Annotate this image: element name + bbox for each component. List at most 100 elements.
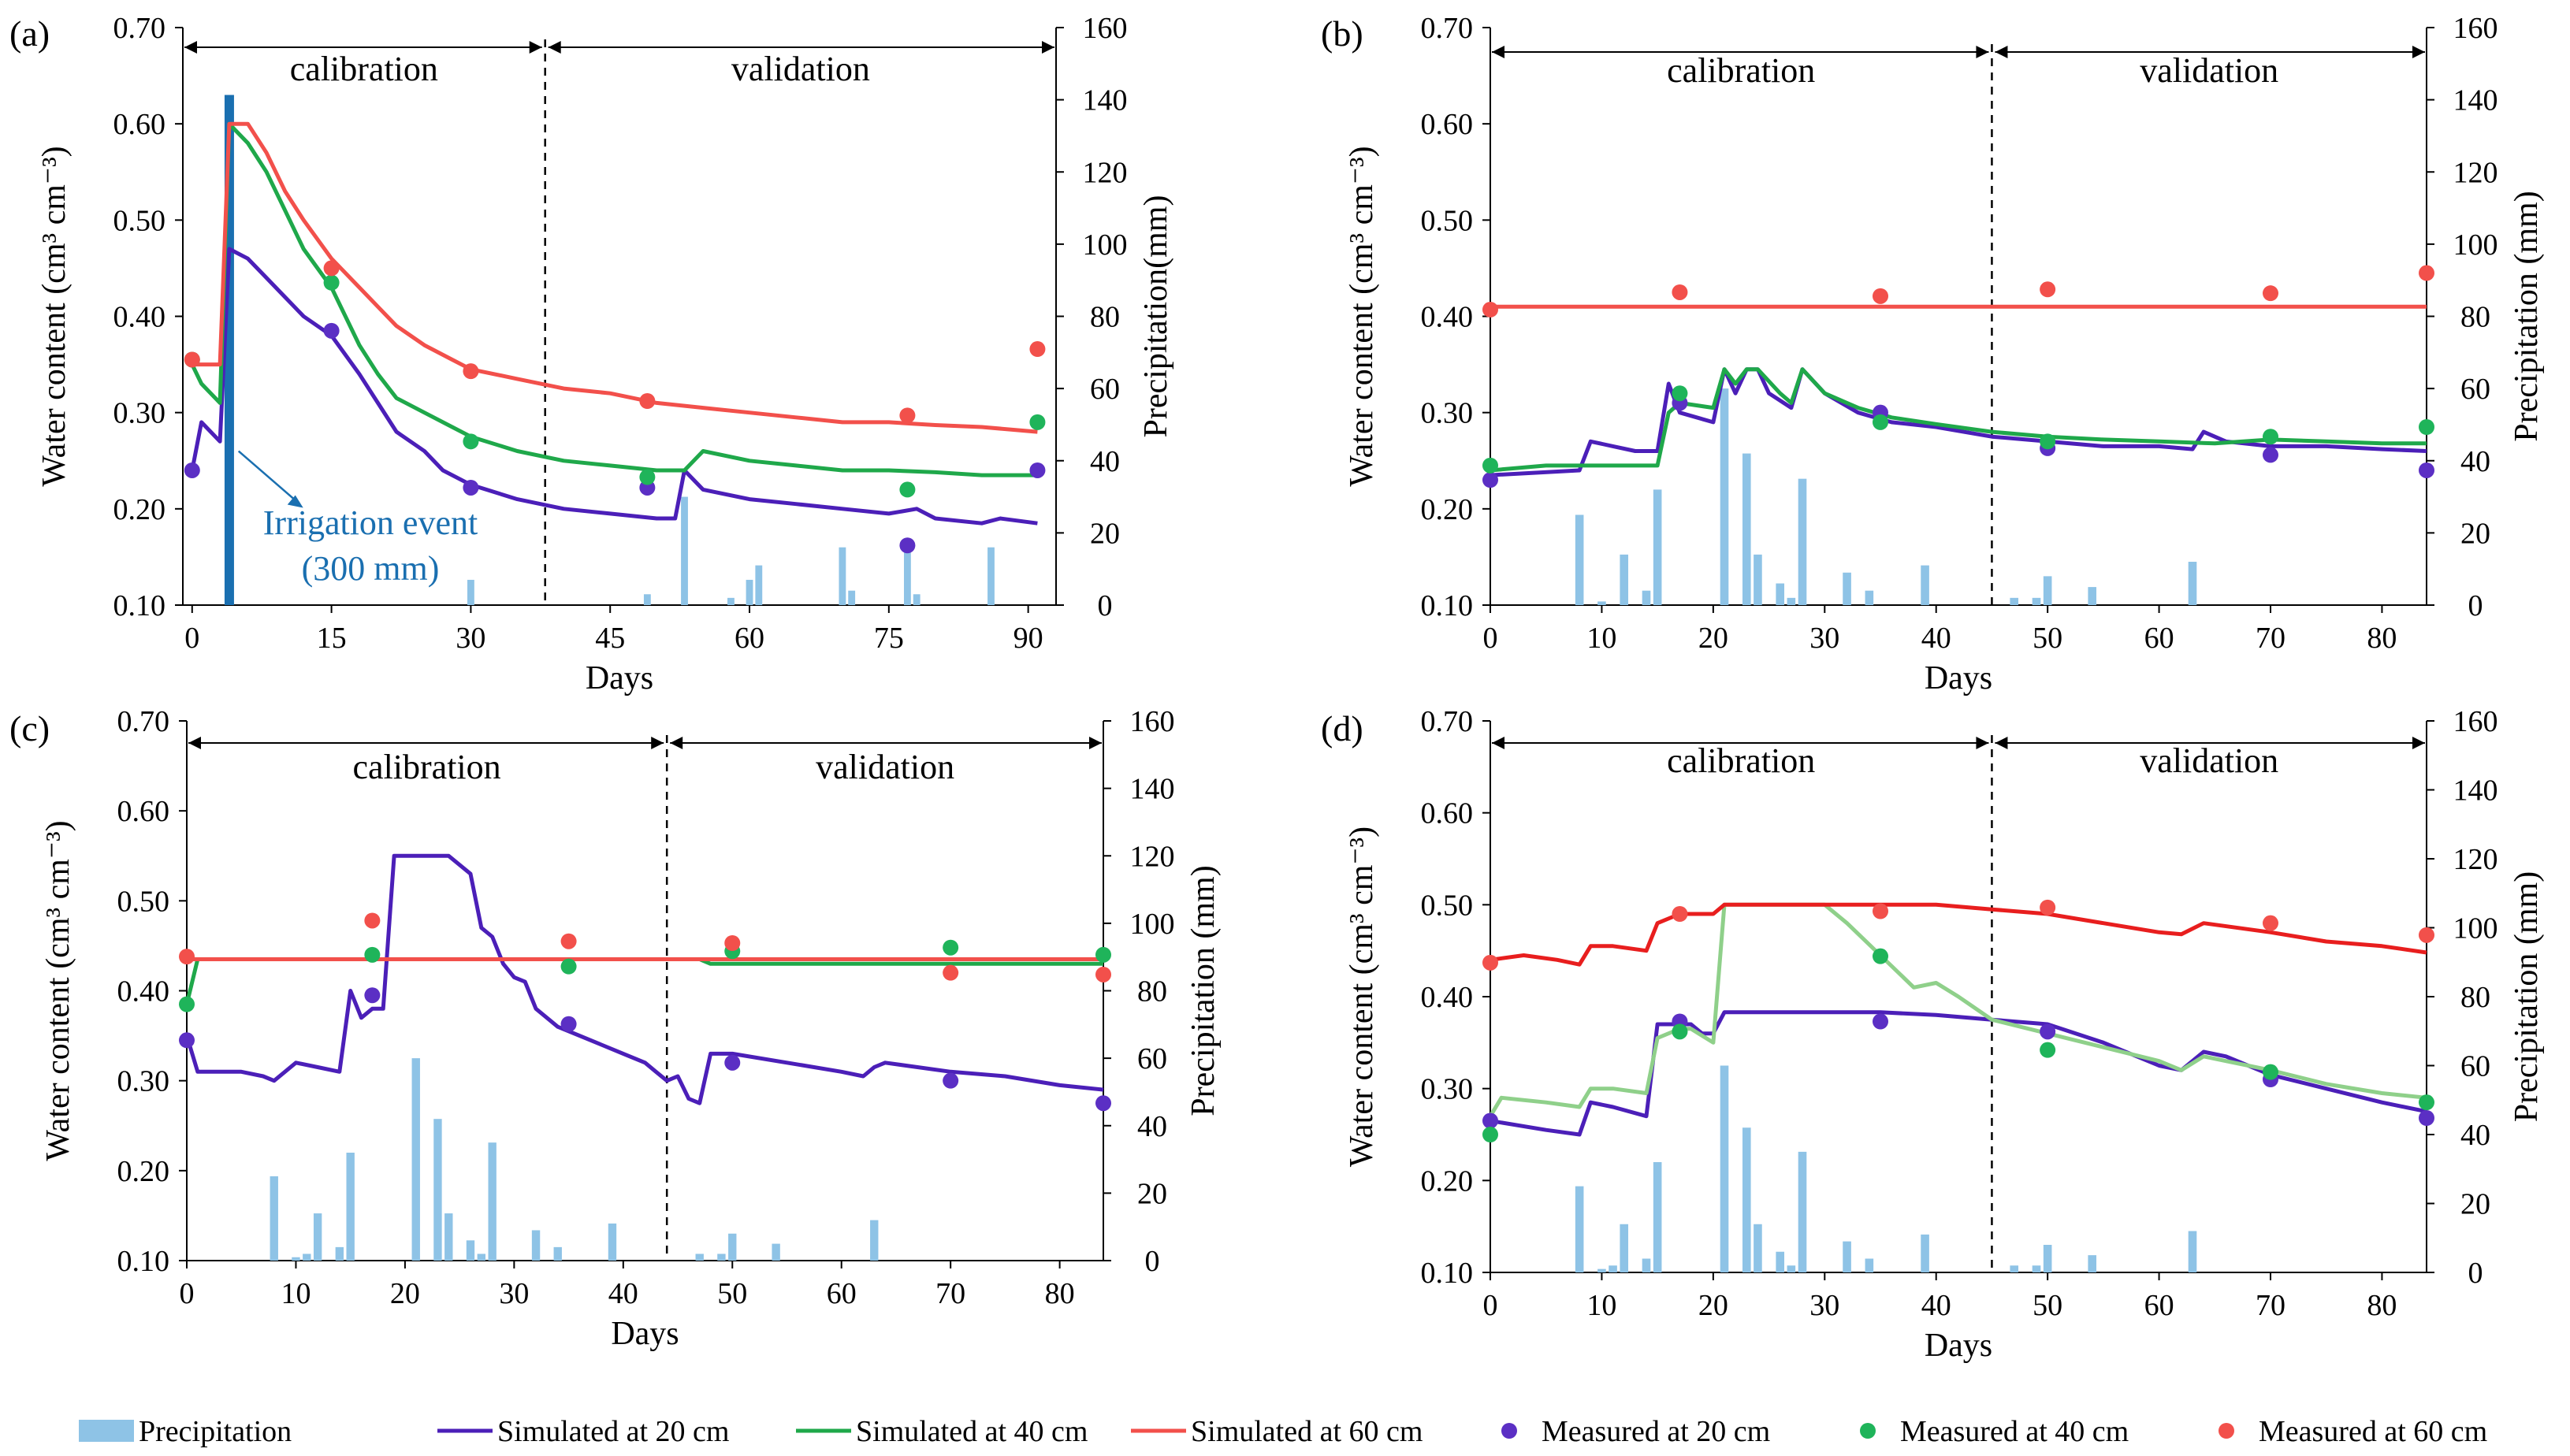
panel-b: (b) 0.10 0.20 0.30 0.40 0.50 0.60 0.70 0 20 40 60 80… bbox=[1321, 12, 2545, 696]
y-tick-label: 0.20 bbox=[113, 493, 166, 526]
precip-bar bbox=[608, 1223, 617, 1261]
y2-tick-label: 40 bbox=[2460, 1119, 2490, 1152]
marker-meas40 bbox=[2263, 429, 2278, 445]
marker-meas40 bbox=[1482, 457, 1498, 474]
precip-bar bbox=[2088, 1255, 2097, 1272]
marker-meas40 bbox=[2263, 1064, 2278, 1080]
precip-bar bbox=[848, 590, 856, 605]
y2-tick-label: 20 bbox=[1090, 517, 1120, 550]
y2-tick-label: 60 bbox=[2460, 373, 2490, 406]
annotation-line1: Irrigation event bbox=[263, 503, 478, 542]
precip-bar bbox=[1609, 1265, 1617, 1272]
marker-meas60 bbox=[323, 260, 340, 277]
validation-arrow-head-left bbox=[670, 737, 683, 749]
calibration-arrow-head-left bbox=[184, 41, 197, 54]
x-tick-label: 75 bbox=[874, 622, 904, 655]
marker-meas40 bbox=[1873, 414, 1888, 430]
y-tick-label: 0.30 bbox=[1421, 397, 1474, 430]
precip-bar bbox=[2032, 1265, 2041, 1272]
marker-meas20 bbox=[1482, 1112, 1498, 1129]
x-tick-label: 70 bbox=[2256, 1289, 2285, 1322]
y2-tick-label: 60 bbox=[2460, 1050, 2490, 1083]
validation-arrow-head-right bbox=[2412, 737, 2425, 749]
panel-label: (b) bbox=[1321, 13, 1363, 54]
x-axis-title: Days bbox=[1925, 1328, 1992, 1364]
y-tick-label: 0.10 bbox=[1421, 1257, 1474, 1290]
y2-tick-label: 160 bbox=[2453, 705, 2498, 738]
precip-bar bbox=[772, 1243, 780, 1261]
precip-bar bbox=[1843, 572, 1851, 605]
validation-arrow-head-left bbox=[1995, 737, 2008, 749]
precip-bar bbox=[755, 565, 763, 605]
precip-bar bbox=[553, 1246, 562, 1261]
precip-bar bbox=[1642, 1258, 1651, 1272]
y2-tick-label: 140 bbox=[2453, 84, 2498, 117]
panel-a: (a) 0.10 0.20 0.30 0.40 0.50 0.60 0.70 0 20 40 60 80… bbox=[9, 12, 1174, 696]
calibration-label: calibration bbox=[1667, 51, 1815, 90]
x-axis-title: Days bbox=[1925, 660, 1992, 696]
x-tick-label: 15 bbox=[317, 622, 347, 655]
validation-label: validation bbox=[2140, 51, 2278, 90]
legend-label: Measured at 40 cm bbox=[1900, 1415, 2129, 1448]
validation-arrow-head-right bbox=[2412, 46, 2425, 58]
x-tick-label: 0 bbox=[180, 1277, 195, 1310]
marker-meas20 bbox=[1873, 1013, 1888, 1030]
precip-bar bbox=[466, 1240, 475, 1261]
marker-meas40 bbox=[1029, 414, 1046, 430]
y2-tick-label: 60 bbox=[1090, 373, 1120, 406]
y2-tick-label: 0 bbox=[1145, 1245, 1160, 1278]
y-tick-label: 0.70 bbox=[117, 705, 170, 738]
x-tick-label: 70 bbox=[935, 1277, 965, 1310]
x-tick-label: 20 bbox=[1698, 1289, 1728, 1322]
calibration-arrow-head-left bbox=[188, 737, 201, 749]
y2-tick-label: 20 bbox=[2460, 517, 2490, 550]
calibration-arrow-head-right bbox=[529, 41, 542, 54]
precip-bar bbox=[1754, 554, 1762, 605]
y-tick-label: 0.70 bbox=[113, 12, 166, 45]
marker-meas60 bbox=[2040, 281, 2056, 298]
precip-bar bbox=[2088, 587, 2097, 605]
marker-meas40 bbox=[1873, 948, 1888, 964]
marker-meas40 bbox=[463, 433, 479, 450]
marker-meas60 bbox=[1672, 284, 1688, 300]
marker-meas40 bbox=[1095, 946, 1111, 963]
precip-bar bbox=[2188, 562, 2197, 605]
y-tick-label: 0.40 bbox=[1421, 981, 1474, 1014]
precip-bar bbox=[1653, 489, 1662, 605]
series-line-sim60 bbox=[192, 121, 1038, 434]
precip-bar bbox=[1642, 590, 1651, 605]
x-tick-label: 0 bbox=[1483, 622, 1498, 655]
marker-meas40 bbox=[2419, 418, 2434, 435]
y2-tick-label: 80 bbox=[2460, 301, 2490, 334]
y2-tick-label: 140 bbox=[1130, 773, 1175, 806]
y2-tick-label: 100 bbox=[2453, 228, 2498, 262]
marker-meas40 bbox=[2040, 433, 2056, 450]
marker-meas20 bbox=[724, 1054, 741, 1071]
marker-meas20 bbox=[463, 479, 479, 496]
y-tick-label: 0.20 bbox=[117, 1155, 170, 1188]
precip-bar bbox=[1597, 601, 1606, 605]
precip-bar bbox=[346, 1153, 355, 1261]
series-line-sim20 bbox=[190, 247, 1038, 526]
marker-meas20 bbox=[179, 1032, 195, 1049]
marker-meas40 bbox=[364, 946, 381, 963]
calibration-label: calibration bbox=[353, 748, 501, 786]
x-tick-label: 30 bbox=[1809, 622, 1839, 655]
precip-bar bbox=[2043, 1245, 2052, 1272]
y2-tick-label: 140 bbox=[1083, 84, 1128, 117]
y-tick-label: 0.50 bbox=[113, 204, 166, 237]
x-tick-label: 80 bbox=[2367, 1289, 2397, 1322]
legend-label: Simulated at 40 cm bbox=[856, 1415, 1088, 1448]
validation-label: validation bbox=[816, 748, 954, 786]
precip-bar bbox=[1787, 1265, 1796, 1272]
y-tick-label: 0.70 bbox=[1421, 12, 1474, 45]
marker-meas20 bbox=[184, 462, 200, 478]
y2-tick-label: 0 bbox=[1098, 589, 1113, 622]
precip-bar bbox=[292, 1257, 300, 1261]
series-line-sim40 bbox=[1490, 367, 2427, 473]
precip-bar bbox=[839, 547, 846, 605]
x-tick-label: 10 bbox=[1586, 622, 1616, 655]
marker-meas60 bbox=[724, 934, 741, 951]
marker-meas40 bbox=[179, 996, 195, 1012]
